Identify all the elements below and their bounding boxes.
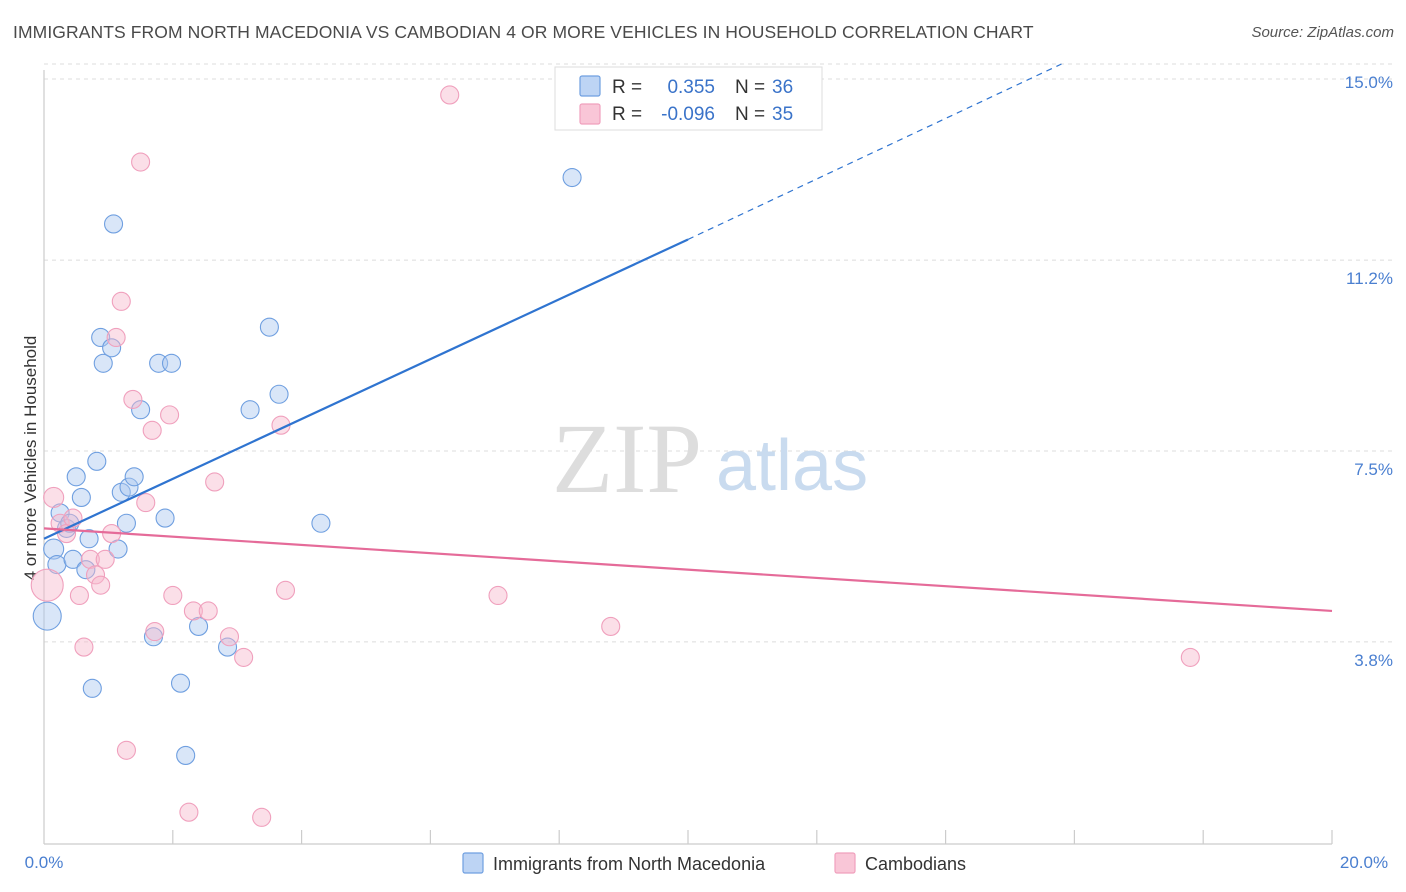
chart-title: IMMIGRANTS FROM NORTH MACEDONIA VS CAMBO… <box>13 22 1034 42</box>
point-cambodians <box>601 616 621 636</box>
legend-n-label-1: N = <box>735 77 765 98</box>
x-tick-label-min: 0.0% <box>25 853 64 872</box>
watermark-atlas: atlas <box>716 426 868 506</box>
point-north-macedonia <box>562 167 582 188</box>
point-north-macedonia <box>116 513 136 533</box>
point-cambodians <box>136 493 156 513</box>
legend-r-value-2: -0.096 <box>661 104 715 125</box>
legend-r-label-1: R = <box>612 77 642 98</box>
point-cambodians <box>95 549 115 569</box>
trend-line-north-macedonia <box>43 238 689 540</box>
point-cambodians <box>30 568 64 602</box>
point-cambodians <box>179 802 199 822</box>
legend-n-label-2: N = <box>735 104 765 125</box>
point-cambodians <box>69 585 89 606</box>
watermark: ZIP atlas <box>552 403 868 514</box>
point-cambodians <box>198 601 218 621</box>
y-tick-label: 15.0% <box>1345 73 1393 92</box>
point-cambodians <box>80 549 100 569</box>
point-cambodians <box>205 472 225 492</box>
point-north-macedonia <box>155 508 175 528</box>
point-north-macedonia <box>79 529 99 549</box>
legend-r-label-2: R = <box>612 104 642 125</box>
point-north-macedonia <box>269 384 289 404</box>
point-cambodians <box>91 575 111 595</box>
bottom-legend-label-north-macedonia: Immigrants from North Macedonia <box>493 854 766 874</box>
y-tick-labels: 3.8% 7.5% 11.2% 15.0% <box>1345 73 1393 670</box>
point-cambodians <box>160 405 180 425</box>
x-tick-label-max: 20.0% <box>1340 853 1388 872</box>
y-axis-label: 4 or more Vehicles in Household <box>21 336 40 581</box>
point-north-macedonia <box>176 745 196 765</box>
point-cambodians <box>275 580 296 600</box>
point-cambodians <box>219 627 240 647</box>
watermark-zip: ZIP <box>552 403 702 514</box>
point-north-macedonia <box>93 353 113 373</box>
legend-swatch-cambodians <box>579 103 601 125</box>
point-north-macedonia <box>161 353 182 373</box>
point-north-macedonia <box>63 549 83 569</box>
bottom-legend-swatch-north-macedonia <box>462 852 484 874</box>
series-cambodians-points <box>30 85 1200 827</box>
point-north-macedonia <box>102 338 122 358</box>
point-north-macedonia <box>119 477 139 497</box>
point-north-macedonia <box>87 451 107 471</box>
point-north-macedonia <box>131 400 151 420</box>
point-north-macedonia <box>76 560 96 580</box>
trend-line-cambodians <box>43 527 1333 613</box>
point-cambodians <box>145 622 165 642</box>
gridlines <box>44 63 1392 643</box>
y-tick-label: 11.2% <box>1346 269 1393 288</box>
point-north-macedonia <box>189 616 209 636</box>
point-cambodians <box>85 565 106 585</box>
legend-n-value-2: 35 <box>772 104 793 125</box>
point-cambodians <box>43 486 65 508</box>
x-ticks <box>172 830 1333 844</box>
legend-r-value-1: 0.355 <box>667 77 715 98</box>
point-north-macedonia <box>66 467 86 487</box>
point-north-macedonia <box>71 487 91 507</box>
point-cambodians <box>183 601 203 621</box>
point-north-macedonia <box>311 513 331 533</box>
point-cambodians <box>123 389 143 409</box>
series-north-macedonia-points <box>32 167 582 765</box>
point-north-macedonia <box>82 678 102 698</box>
point-cambodians <box>74 637 94 657</box>
point-cambodians <box>163 585 183 606</box>
point-north-macedonia <box>124 467 144 487</box>
point-cambodians <box>116 740 136 760</box>
point-cambodians <box>234 647 254 667</box>
legend-n-value-1: 36 <box>772 77 793 98</box>
point-cambodians <box>142 420 162 440</box>
point-cambodians <box>252 807 272 827</box>
point-cambodians <box>1180 647 1200 667</box>
chart-source: Source: ZipAtlas.com <box>1251 24 1394 41</box>
point-cambodians <box>440 85 460 105</box>
point-cambodians <box>111 291 131 311</box>
y-tick-label: 3.8% <box>1354 651 1393 670</box>
point-north-macedonia <box>43 538 65 560</box>
trend-line-north-macedonia-extension <box>687 63 1062 240</box>
trend-lines <box>43 63 1333 613</box>
point-cambodians <box>106 327 126 348</box>
point-north-macedonia <box>170 673 191 693</box>
correlation-legend: R = 0.355 N = 36 R = -0.096 N = 35 <box>554 66 823 131</box>
point-north-macedonia <box>32 601 62 631</box>
point-north-macedonia <box>240 400 260 420</box>
point-north-macedonia <box>104 214 124 234</box>
bottom-legend-label-cambodians: Cambodians <box>865 854 966 874</box>
point-north-macedonia <box>259 317 279 337</box>
bottom-legend-swatch-cambodians <box>834 852 856 874</box>
point-cambodians <box>131 152 151 172</box>
series-legend: Immigrants from North Macedonia Cambodia… <box>462 852 966 874</box>
point-cambodians <box>488 585 508 606</box>
legend-swatch-north-macedonia <box>579 75 601 97</box>
y-tick-label: 7.5% <box>1354 460 1393 479</box>
